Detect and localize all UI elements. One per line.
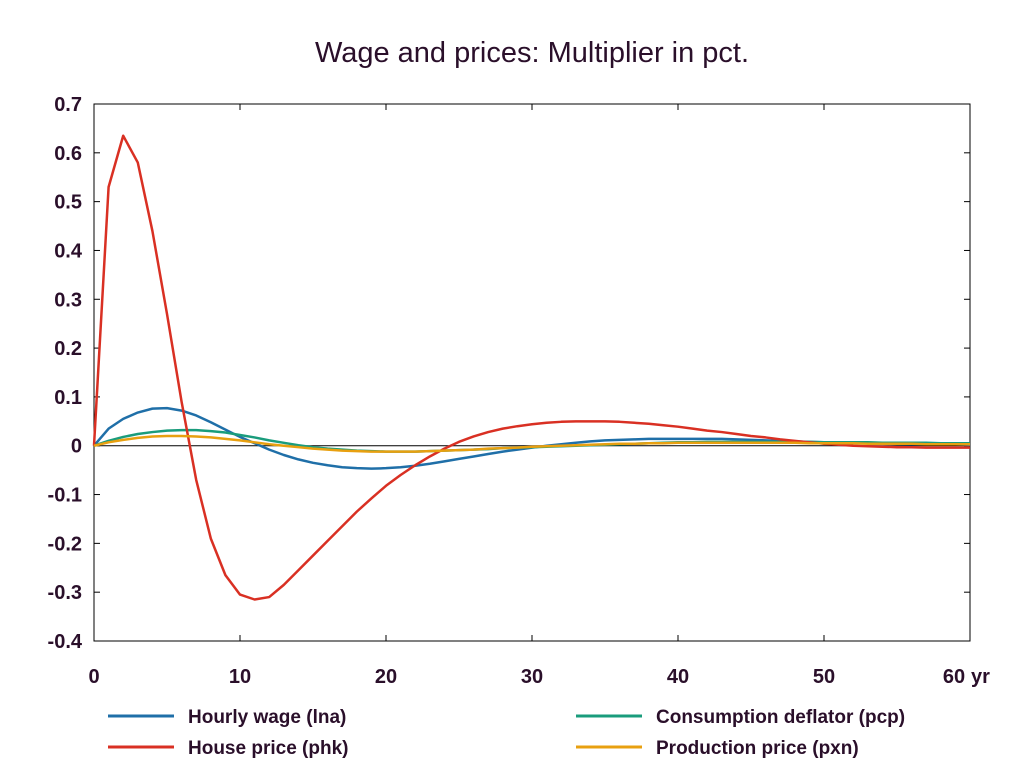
y-tick-label: 0 — [71, 436, 82, 458]
axes: 0.70.60.50.40.30.20.10-0.1-0.2-0.3-0.40 1… — [48, 94, 991, 688]
x-tick-label: 50 — [813, 666, 835, 688]
legend-label-2: House price (phk) — [188, 738, 348, 759]
y-tick-label: -0.2 — [48, 533, 82, 555]
y-tick-label: 0.1 — [54, 387, 82, 409]
y-tick-label: 0.4 — [54, 240, 83, 262]
x-tick-label: 30 — [521, 666, 543, 688]
series-line-3 — [93, 434, 970, 453]
x-unit-label: yr — [971, 666, 990, 688]
series-line-2 — [92, 134, 970, 601]
y-tick-label: 0.5 — [54, 192, 82, 214]
x-tick-label: 10 — [229, 666, 251, 688]
legend-label-1: Consumption deflator (pcp) — [656, 707, 905, 728]
y-tick-label: 0.6 — [54, 143, 82, 165]
y-tick-label: -0.4 — [48, 631, 83, 653]
x-tick-label: 40 — [667, 666, 689, 688]
y-tick-label: -0.3 — [48, 582, 82, 604]
y-tick-label: 0.7 — [54, 94, 82, 116]
legend-label-0: Hourly wage (lna) — [188, 707, 346, 728]
y-tick-label: 0.3 — [54, 289, 82, 311]
series-lines — [92, 134, 971, 601]
y-tick-label: 0.2 — [54, 338, 82, 360]
y-tick-label: -0.1 — [48, 485, 82, 507]
chart-title: Wage and prices: Multiplier in pct. — [315, 37, 749, 69]
legend: Hourly wage (lna) Consumption deflator (p… — [108, 707, 905, 759]
legend-label-3: Production price (pxn) — [656, 738, 859, 759]
x-tick-label: 60 — [943, 666, 965, 688]
plot-frame — [93, 103, 971, 642]
x-tick-label: 20 — [375, 666, 397, 688]
x-tick-label: 0 — [88, 666, 99, 688]
series-line-1 — [93, 428, 970, 453]
